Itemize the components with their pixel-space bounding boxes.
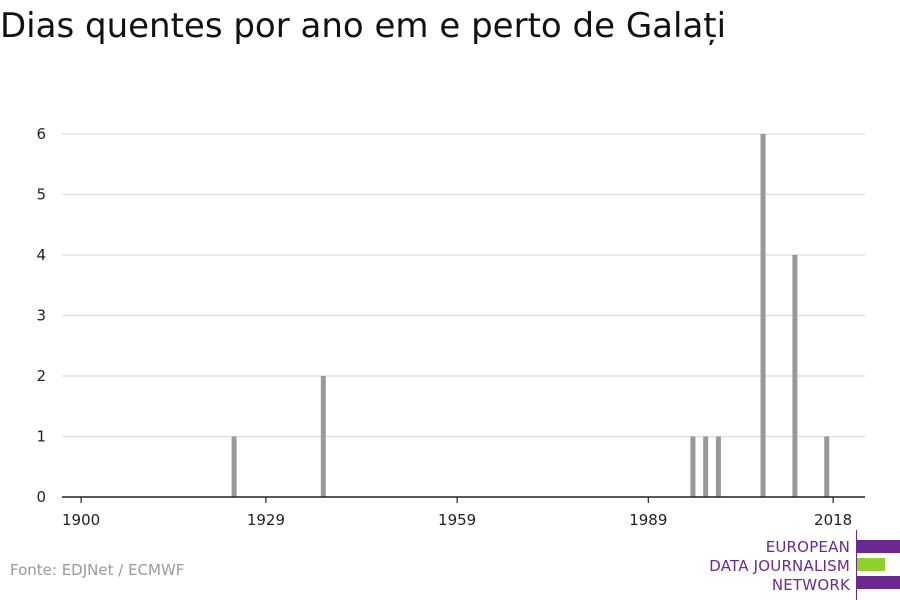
bar [690,436,696,497]
y-tick-label: 4 [36,246,46,264]
chart-title: Dias quentes por ano em e perto de Galaț… [0,6,727,46]
source-note: Fonte: EDJNet / ECMWF [10,561,185,579]
logo-line-1: EUROPEAN [765,538,850,556]
y-tick-label: 0 [36,488,46,506]
edjnet-logo: EUROPEAN DATA JOURNALISM NETWORK [690,528,900,600]
bar [792,255,798,497]
y-tick-label: 2 [36,367,46,385]
logo-bar-bottom [857,576,900,589]
bar [760,134,766,497]
logo-line-2: DATA JOURNALISM [709,557,850,575]
bar [824,436,830,497]
bar [703,436,709,497]
y-tick-label: 3 [36,307,46,325]
x-tick-label: 1959 [438,511,476,529]
x-tick-label: 1989 [629,511,667,529]
y-tick-label: 6 [36,125,46,143]
x-tick-label: 1929 [247,511,285,529]
logo-bar-top [857,540,900,553]
bar [320,376,326,497]
logo-divider [856,530,857,600]
y-tick-label: 1 [36,428,46,446]
y-tick-label: 5 [36,186,46,204]
bar [231,436,237,497]
logo-line-3: NETWORK [771,576,850,594]
x-tick-label: 1900 [62,511,100,529]
bar [715,436,721,497]
logo-bar-middle [857,558,885,571]
x-tick-label: 2018 [814,511,852,529]
logo-text: EUROPEAN DATA JOURNALISM NETWORK [709,538,850,595]
